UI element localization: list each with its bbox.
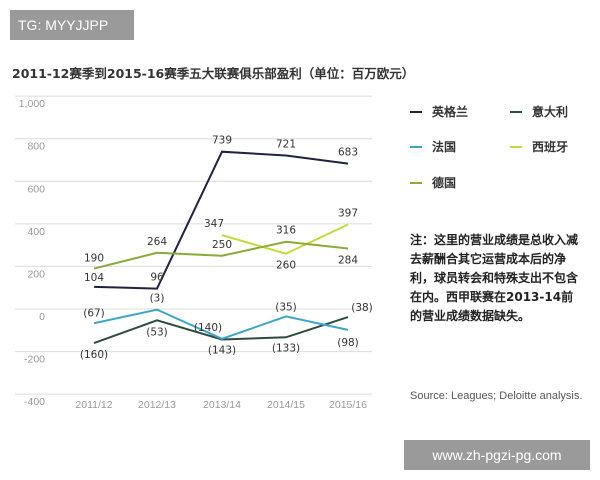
data-label: 397 <box>338 207 358 219</box>
legend-label: 西班牙 <box>532 140 569 154</box>
data-label: 347 <box>204 218 224 230</box>
data-label: 683 <box>338 147 358 159</box>
data-label: 96 <box>150 272 164 284</box>
data-label: (98) <box>337 337 359 349</box>
data-label: (3) <box>150 293 165 305</box>
data-label: 190 <box>84 253 104 265</box>
y-tick-label: 600 <box>27 183 45 195</box>
data-label: 721 <box>276 139 296 151</box>
x-tick-label: 2015/16 <box>329 399 367 411</box>
chart-title: 2011-12赛季到2015-16赛季五大联赛俱乐部盈利（单位：百万欧元） <box>12 66 415 81</box>
legend-swatch <box>410 181 422 184</box>
series-line-3 <box>221 223 349 255</box>
legend-swatch <box>410 145 422 148</box>
legend-label: 英格兰 <box>432 105 469 119</box>
y-tick-label: -200 <box>24 354 45 366</box>
chart-note: 注：这里的营业成绩是总收入减去薪酬合其它运营成本后的净利，球员转会和特殊支出不包… <box>410 233 579 323</box>
legend-swatch <box>510 145 522 148</box>
legend-label: 意大利 <box>532 105 569 119</box>
source-text: Source: Leagues; Deloitte analysis. <box>410 390 583 402</box>
data-label: (133) <box>272 342 300 354</box>
y-tick-label: 1,000 <box>19 98 45 110</box>
y-tick-label: 0 <box>39 311 45 323</box>
data-label: 739 <box>212 135 232 147</box>
data-label: 284 <box>338 255 358 267</box>
legend-label: 德国 <box>432 176 457 190</box>
legend-swatch <box>510 110 522 113</box>
y-tick-label: 200 <box>27 268 45 280</box>
y-tick-label: 400 <box>27 226 45 238</box>
y-tick-label: 800 <box>27 141 45 153</box>
watermark-bottom: www.zh-pgzi-pg.com <box>404 440 590 470</box>
legend-item-england: 英格兰 <box>410 103 468 120</box>
data-label: 250 <box>212 239 232 251</box>
legend-label: 法国 <box>432 140 457 154</box>
watermark-top: TG: MYYJJPP <box>10 10 134 40</box>
data-label: 316 <box>276 225 296 237</box>
data-label: (38) <box>351 302 373 314</box>
x-tick-label: 2014/15 <box>267 399 305 411</box>
legend-item-france: 法国 <box>410 138 456 155</box>
series-line-4 <box>93 240 349 270</box>
x-tick-label: 2012/13 <box>138 399 176 411</box>
x-tick-label: 2011/12 <box>75 399 112 411</box>
legend-item-spain: 西班牙 <box>510 138 568 155</box>
data-label: (160) <box>80 349 108 361</box>
data-label: 264 <box>147 236 167 248</box>
data-label: 260 <box>276 260 296 272</box>
y-tick-label: -400 <box>24 396 45 408</box>
legend-swatch <box>410 110 422 113</box>
data-label: 104 <box>84 272 104 284</box>
data-label: (53) <box>146 326 168 338</box>
legend-item-germany: 德国 <box>410 174 456 191</box>
data-label: (35) <box>275 301 297 313</box>
data-label: (67) <box>83 307 105 319</box>
x-tick-label: 2013/14 <box>203 399 241 411</box>
legend-item-italy: 意大利 <box>510 103 568 120</box>
series-line-2 <box>93 308 349 340</box>
series-line-0 <box>93 150 349 290</box>
data-label: (143) <box>208 344 236 356</box>
data-label: (140) <box>194 322 222 334</box>
